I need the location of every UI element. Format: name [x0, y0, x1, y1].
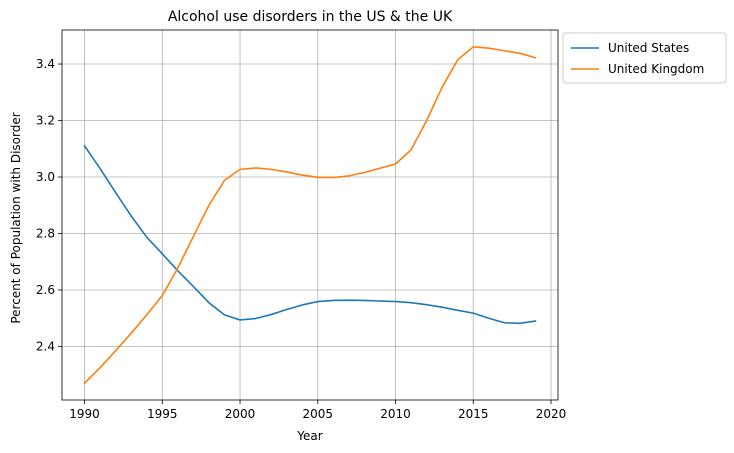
x-tick-label: 1990 — [69, 407, 100, 421]
series-lines — [83, 46, 537, 385]
plot-frame — [61, 29, 559, 401]
legend-label-united-kingdom: United Kingdom — [608, 62, 704, 76]
x-tick-label: 2020 — [536, 407, 567, 421]
x-tick-label: 2010 — [380, 407, 411, 421]
y-tick-label: 2.8 — [36, 227, 55, 241]
x-axis-label: Year — [296, 429, 322, 443]
grid-lines — [62, 30, 558, 400]
legend-box — [562, 32, 727, 84]
x-tick-label: 2000 — [225, 407, 256, 421]
y-tick-label: 3.4 — [36, 57, 55, 71]
legend: United States United Kingdom — [562, 32, 727, 84]
series-line-united-states — [83, 144, 537, 325]
y-tick-label: 3.2 — [36, 114, 55, 128]
y-axis: 2.4 2.6 2.8 3.0 3.2 3.4 — [36, 57, 62, 353]
y-tick-label: 2.4 — [36, 339, 55, 353]
y-tick-label: 3.0 — [36, 170, 55, 184]
y-tick-label: 2.6 — [36, 283, 55, 297]
x-tick-label: 1995 — [147, 407, 178, 421]
series-line-united-kingdom — [83, 46, 537, 385]
chart-title: Alcohol use disorders in the US & the UK — [168, 9, 453, 25]
legend-label-united-states: United States — [608, 41, 689, 55]
x-tick-label: 2015 — [458, 407, 489, 421]
y-axis-label: Percent of Population with Disorder — [9, 112, 23, 323]
x-tick-label: 2005 — [303, 407, 334, 421]
x-axis: 1990 1995 2000 2005 2010 2015 2020 — [69, 400, 566, 421]
